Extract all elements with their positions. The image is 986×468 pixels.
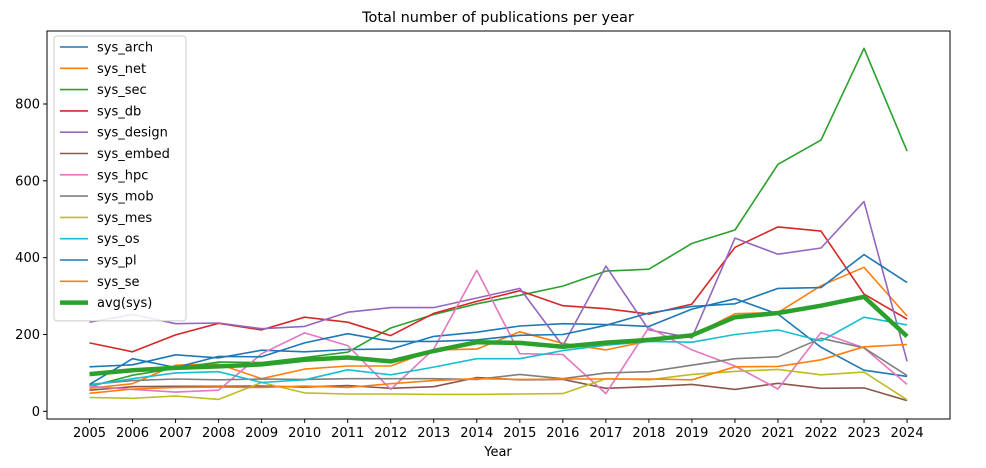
legend-label-sys-embed: sys_embed <box>97 147 170 162</box>
x-tick-label: 2005 <box>73 426 106 441</box>
series-layer <box>89 47 909 402</box>
chart-title: Total number of publications per year <box>361 10 634 26</box>
series-line-sys-sec <box>89 47 908 388</box>
x-tick-label: 2007 <box>159 426 192 441</box>
x-tick-label: 2018 <box>632 426 665 441</box>
plot-frame <box>46 30 951 420</box>
series-line-sys-mes <box>89 368 908 401</box>
series-line-sys-hpc <box>89 269 908 395</box>
x-tick-label: 2006 <box>116 426 149 441</box>
legend-label-sys-net: sys_net <box>97 62 146 77</box>
legend-label-sys-sec: sys_sec <box>97 83 147 98</box>
x-axis: 2005 2006 2007 2008 2009 2010 2011 2012 2013 2014… <box>73 419 924 441</box>
legend-label-sys-se: sys_se <box>97 275 140 290</box>
y-tick-label: 0 <box>32 405 40 420</box>
x-tick-label: 2010 <box>288 426 321 441</box>
x-tick-label: 2015 <box>503 426 536 441</box>
legend-label-sys-pl: sys_pl <box>97 254 137 269</box>
y-tick-label: 200 <box>15 328 40 343</box>
series-line-avg-sys <box>89 294 909 377</box>
y-tick-label: 600 <box>15 174 40 189</box>
legend-box <box>53 35 187 322</box>
x-tick-label: 2016 <box>546 426 579 441</box>
legend-label-sys-hpc: sys_hpc <box>97 168 148 183</box>
x-tick-label: 2008 <box>202 426 235 441</box>
series-line-sys-db <box>89 226 908 353</box>
x-tick-label: 2022 <box>804 426 837 441</box>
x-tick-label: 2024 <box>891 426 924 441</box>
series-line-sys-os <box>89 316 908 386</box>
x-tick-label: 2020 <box>718 426 751 441</box>
x-tick-label: 2012 <box>374 426 407 441</box>
x-axis-label: Year <box>483 445 512 460</box>
x-tick-label: 2023 <box>847 426 880 441</box>
legend-label-sys-db: sys_db <box>97 104 141 119</box>
x-tick-label: 2014 <box>460 426 493 441</box>
y-tick-label: 800 <box>15 97 40 112</box>
legend-label-sys-design: sys_design <box>97 126 168 141</box>
legend-label-sys-os: sys_os <box>97 232 140 247</box>
series-line-sys-design <box>89 200 908 362</box>
legend-label-sys-arch: sys_arch <box>97 41 153 56</box>
x-tick-label: 2011 <box>331 426 364 441</box>
series-line-sys-pl <box>89 253 908 386</box>
y-axis: 0 200 400 600 800 <box>15 97 47 420</box>
y-tick-label: 400 <box>15 251 40 266</box>
series-line-sys-se <box>89 343 908 395</box>
x-tick-label: 2009 <box>245 426 278 441</box>
series-line-sys-mob <box>89 337 908 386</box>
x-tick-label: 2017 <box>589 426 622 441</box>
legend-label-sys-mes: sys_mes <box>97 211 152 226</box>
legend-label-avg-sys: avg(sys) <box>97 296 152 311</box>
legend-label-sys-mob: sys_mob <box>97 190 154 205</box>
x-tick-label: 2013 <box>417 426 450 441</box>
x-tick-label: 2019 <box>675 426 708 441</box>
legend: sys_arch sys_net sys_sec sys_db sys_designsy… <box>53 35 187 322</box>
x-tick-label: 2021 <box>761 426 794 441</box>
